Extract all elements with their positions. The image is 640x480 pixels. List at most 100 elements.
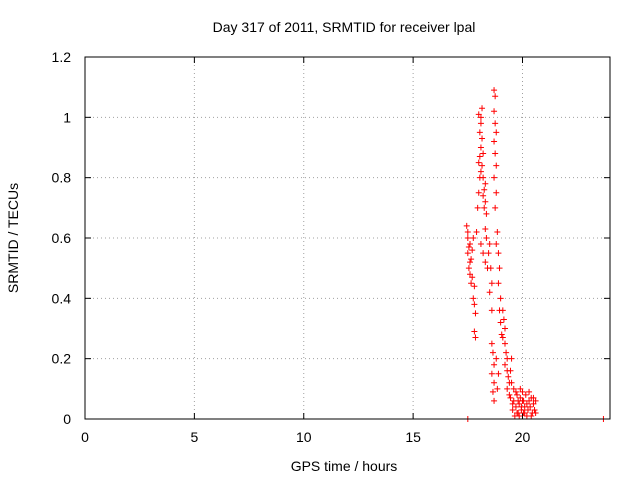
data-point — [481, 186, 488, 193]
data-point — [505, 373, 512, 380]
data-point — [464, 228, 471, 235]
data-point — [467, 241, 473, 248]
data-point — [499, 307, 506, 314]
data-point — [508, 355, 515, 362]
data-point — [465, 265, 472, 272]
data-point — [517, 394, 524, 401]
data-point — [493, 355, 500, 362]
data-point — [474, 204, 481, 211]
data-point — [491, 361, 498, 368]
data-point — [497, 319, 504, 326]
data-point — [489, 388, 496, 395]
x-tick-label: 0 — [81, 429, 89, 445]
data-point — [468, 256, 475, 263]
data-point — [523, 400, 530, 407]
plot-frame — [84, 56, 611, 420]
data-point — [530, 394, 537, 401]
data-point — [479, 135, 486, 142]
data-point — [491, 397, 498, 404]
data-point — [522, 391, 529, 398]
data-point — [509, 406, 516, 413]
data-point — [531, 406, 538, 413]
data-point — [480, 174, 487, 181]
data-point — [464, 250, 471, 257]
data-point — [465, 244, 472, 251]
data-point — [481, 204, 488, 211]
data-point — [470, 295, 477, 302]
grid — [85, 57, 610, 419]
data-point — [491, 108, 498, 115]
data-point — [512, 403, 519, 410]
data-point — [502, 325, 508, 332]
data-point — [521, 409, 528, 416]
data-point — [470, 235, 477, 241]
data-point — [480, 192, 487, 199]
data-point — [530, 400, 537, 407]
data-point — [491, 87, 498, 94]
data-point — [494, 228, 501, 235]
data-point — [516, 412, 523, 419]
x-tick-label: 20 — [515, 429, 531, 445]
data-point — [482, 180, 489, 187]
data-point — [515, 397, 522, 404]
data-point — [502, 361, 508, 368]
data-point — [464, 235, 471, 241]
data-point — [482, 198, 489, 205]
data-point — [469, 274, 476, 281]
data-point — [495, 370, 502, 377]
y-tick-label: 0.4 — [52, 290, 72, 306]
data-point — [488, 370, 495, 377]
data-point — [486, 289, 493, 296]
data-point — [483, 210, 490, 217]
data-point — [504, 385, 511, 392]
y-axis-label: SRMTID / TECUs — [5, 183, 21, 293]
data-point — [506, 391, 513, 398]
y-tick-label: 0.6 — [52, 230, 72, 246]
data-point — [507, 367, 514, 374]
data-point — [477, 241, 484, 248]
data-point — [532, 397, 539, 404]
data-point — [488, 280, 495, 287]
data-point — [527, 403, 534, 410]
data-point — [463, 222, 470, 229]
data-point — [526, 388, 533, 395]
data-point — [493, 241, 500, 248]
data-point — [492, 93, 499, 100]
chart-title: Day 317 of 2011, SRMTID for receiver lpa… — [213, 19, 476, 35]
data-point — [483, 235, 490, 241]
data-point — [472, 334, 479, 341]
data-point — [492, 120, 499, 127]
data-point — [518, 403, 525, 410]
data-point — [495, 280, 502, 287]
data-point — [491, 174, 498, 181]
y-tick-label: 1 — [63, 109, 71, 125]
x-tick-label: 5 — [190, 429, 198, 445]
data-point — [514, 409, 521, 416]
data-point — [488, 340, 495, 347]
data-point — [524, 406, 531, 413]
data-point — [471, 328, 478, 335]
data-point — [499, 334, 506, 341]
data-point — [510, 385, 517, 392]
data-point — [517, 385, 524, 392]
data-point — [508, 379, 515, 386]
data-point — [487, 265, 494, 272]
data-point — [526, 397, 533, 404]
data-point — [467, 271, 473, 278]
data-points — [463, 87, 607, 422]
data-point — [491, 138, 498, 145]
data-point — [495, 250, 502, 257]
data-point — [519, 388, 526, 395]
data-point — [467, 259, 473, 266]
data-point — [532, 409, 539, 416]
data-point — [488, 307, 495, 314]
data-point — [503, 349, 510, 356]
data-point — [494, 385, 501, 392]
data-point — [485, 250, 492, 257]
data-point — [509, 400, 516, 407]
data-point — [493, 162, 500, 169]
data-point — [493, 189, 500, 196]
y-tick-label: 0.8 — [52, 170, 72, 186]
data-point — [477, 114, 484, 121]
